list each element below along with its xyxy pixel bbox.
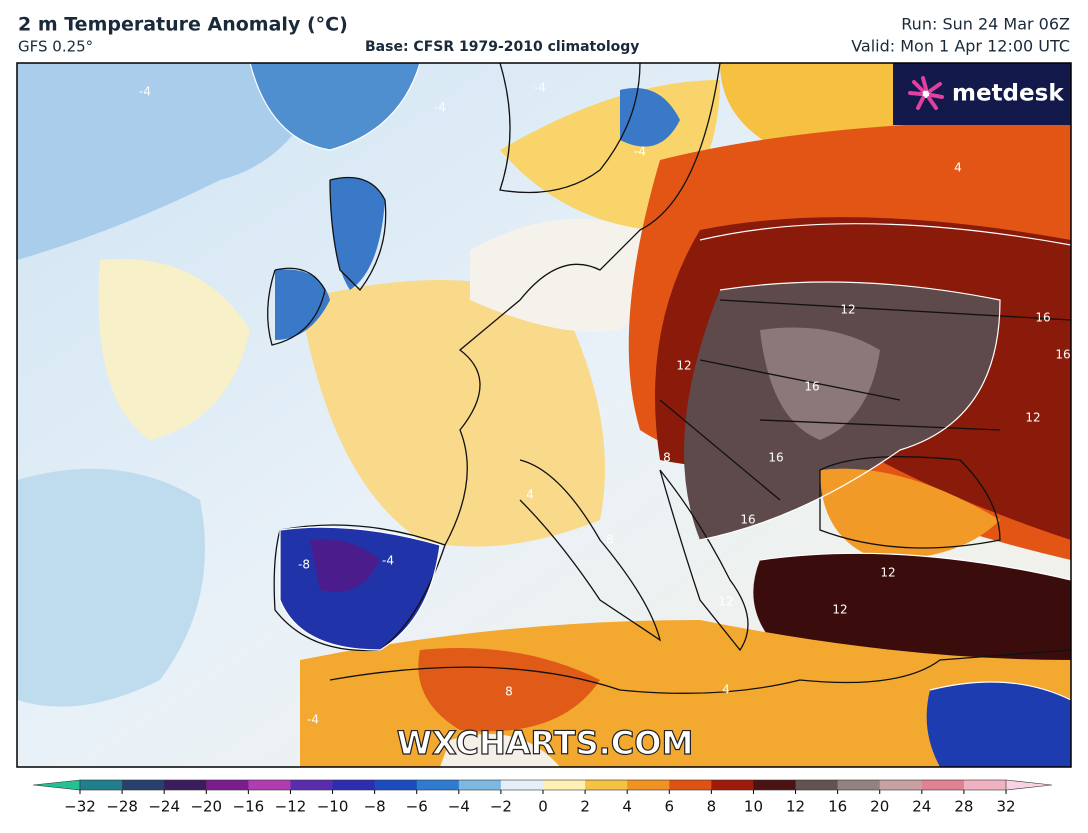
colorbar-tick-label: 10 [744,798,763,816]
contour-label: 12 [840,303,855,317]
colorbar-segment [500,780,544,790]
colorbar-tick-label: 24 [912,798,931,816]
colorbar-over [1005,779,1053,791]
contour-label: 4 [954,161,962,175]
colorbar-tick-label: 6 [664,798,674,816]
contour-label: 12 [832,603,847,617]
colorbar-tick-label: −28 [106,798,138,816]
colorbar-tick-label: −4 [448,798,470,816]
base: Base: CFSR 1979-2010 climatology [365,39,639,55]
logo: metdesk [952,81,1064,107]
colorbar-tick-label: −2 [490,798,512,816]
colorbar-tick-label: −12 [275,798,307,816]
contour-label: -8 [298,558,310,572]
colorbar-tick-label: −20 [190,798,222,816]
contour-label: 8 [663,451,671,465]
colorbar-segment [248,780,291,790]
colorbar-segment [374,780,418,790]
colorbar-segment [164,780,207,790]
colorbar-segment [543,780,586,790]
colorbar-segment [753,780,797,790]
colorbar-segment [80,780,123,790]
colorbar-tick-label: 0 [538,798,548,816]
contour-label: 12 [718,595,733,609]
contour-label: 12 [880,566,895,580]
colorbar-tick-label: 2 [580,798,590,816]
colorbar-segment [122,780,165,790]
colorbar-tick-label: −10 [317,798,349,816]
contour-label: 16 [740,513,755,527]
colorbar-tick-label: 28 [954,798,973,816]
contour-label: -4 [382,554,394,568]
colorbar: −32 −28 −24 −20 −16 −12 −10 −8 −6 −4 −2 0 2 4 6 8 10 12 16… [32,779,1053,816]
contour-label: 4 [526,488,534,502]
colorbar-tick-label: −32 [64,798,96,816]
colorbar-tick-label: 8 [707,798,717,816]
colorbar-tick-label: 32 [996,798,1015,816]
contour-label: 8 [606,533,614,547]
colorbar-tick-label: −8 [364,798,386,816]
colorbar-segment [795,780,839,790]
colorbar-segment [837,780,881,790]
model: GFS 0.25° [18,38,93,56]
colorbar-segment [332,780,376,790]
colorbar-tick-label: 4 [622,798,632,816]
colorbar-tick-label: 20 [870,798,889,816]
colorbar-segment [416,780,460,790]
contour-label: -4 [634,145,646,159]
contour-label: 4 [722,683,730,697]
colorbar-tick-label: −16 [233,798,265,816]
colorbar-segment [963,780,1007,790]
colorbar-tick-label: 16 [828,798,847,816]
map: metdesk WXCHARTS.COM -4 -4 -4 -4 4 12 16 12 16 16… [17,63,1071,767]
colorbar-segment [290,780,334,790]
contour-label: 16 [804,380,819,394]
colorbar-tick-label: 12 [786,798,805,816]
valid: Valid: Mon 1 Apr 12:00 UTC [851,37,1070,56]
contour-label: 16 [768,451,783,465]
contour-label: -4 [434,101,446,115]
colorbar-tick-label: −24 [148,798,180,816]
watermark: WXCHARTS.COM [397,724,694,762]
contour-label: -4 [139,85,151,99]
colorbar-segment [879,780,923,790]
colorbar-segment [921,780,965,790]
colorbar-segment [627,780,670,790]
contour-label: 12 [676,359,691,373]
contour-label: 16 [1035,311,1050,325]
contour-label: 12 [1025,411,1040,425]
colorbar-segment [669,780,712,790]
map-frame [16,62,1072,768]
colorbar-segment [711,780,754,790]
colorbar-segment [585,780,628,790]
colorbar-tick-label: −6 [406,798,428,816]
run: Run: Sun 24 Mar 06Z [901,15,1070,34]
contour-label: 8 [505,685,513,699]
colorbar-segment [458,780,502,790]
contour-label: -4 [534,81,546,95]
contour-label: 16 [1055,348,1070,362]
title: 2 m Temperature Anomaly (°C) [18,14,348,36]
colorbar-under [32,779,81,791]
colorbar-segment [206,780,249,790]
contour-label: -4 [307,713,319,727]
